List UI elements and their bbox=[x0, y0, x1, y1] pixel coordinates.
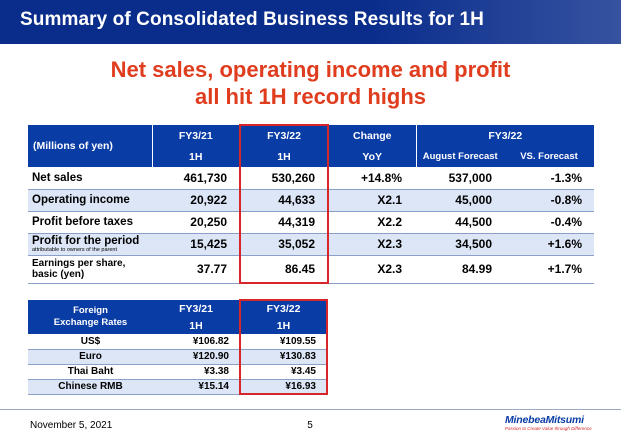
fx-rate-fy21: ¥15.14 bbox=[153, 379, 240, 395]
headline-line-2: all hit 1H record highs bbox=[194, 84, 427, 109]
table-row: Earnings per share, basic (yen) 37.77 86… bbox=[28, 255, 595, 284]
results-units-label: (Millions of yen) bbox=[28, 125, 152, 167]
cell-vs-forecast: -0.8% bbox=[504, 189, 595, 212]
results-sub-forecast: August Forecast bbox=[415, 146, 504, 167]
fx-rate-fy22: ¥109.55 bbox=[239, 334, 328, 350]
results-col-fy22: FY3/22 bbox=[239, 124, 329, 146]
cell-fy22: 44,633 bbox=[239, 189, 329, 212]
cell-change: X2.3 bbox=[328, 255, 416, 284]
row-label: Profit for the period attributable to ow… bbox=[28, 233, 152, 256]
cell-forecast: 537,000 bbox=[416, 167, 504, 190]
fx-currency: Thai Baht bbox=[28, 364, 153, 380]
row-label-sub: attributable to owners of the parent bbox=[32, 247, 117, 253]
footer-date: November 5, 2021 bbox=[30, 420, 113, 431]
row-label-sub: basic (yen) bbox=[32, 269, 85, 280]
footer-divider bbox=[0, 409, 621, 410]
headline-line-1: Net sales, operating income and profit bbox=[110, 57, 511, 82]
fx-sub-1h-fy21: 1H bbox=[153, 317, 240, 334]
row-label-main: Earnings per share, bbox=[32, 258, 126, 269]
table-row: US$ ¥106.82 ¥109.55 bbox=[28, 334, 328, 350]
cell-vs-forecast: +1.7% bbox=[504, 255, 595, 284]
fx-currency: US$ bbox=[28, 334, 153, 350]
cell-change: X2.3 bbox=[328, 233, 416, 256]
cell-fy21: 20,250 bbox=[152, 211, 240, 234]
row-label-main: Profit for the period bbox=[32, 235, 140, 247]
fx-rate-fy21: ¥120.90 bbox=[153, 349, 240, 365]
row-label: Operating income bbox=[28, 189, 152, 212]
cell-fy21: 37.77 bbox=[152, 255, 240, 284]
fx-rate-fy22: ¥130.83 bbox=[239, 349, 328, 365]
row-label: Net sales bbox=[28, 167, 152, 190]
cell-fy22: 35,052 bbox=[239, 233, 329, 256]
cell-forecast: 45,000 bbox=[416, 189, 504, 212]
cell-vs-forecast: +1.6% bbox=[504, 233, 595, 256]
fx-rate-fy22: ¥16.93 bbox=[239, 379, 328, 395]
table-row: Net sales 461,730 530,260 +14.8% 537,000… bbox=[28, 167, 595, 190]
fx-rates-table: Foreign Exchange Rates FY3/21 FY3/22 1H … bbox=[28, 299, 328, 395]
cell-forecast: 34,500 bbox=[416, 233, 504, 256]
table-row: Thai Baht ¥3.38 ¥3.45 bbox=[28, 364, 328, 380]
results-sub-vs-forecast: VS. Forecast bbox=[504, 146, 595, 167]
table-row: Euro ¥120.90 ¥130.83 bbox=[28, 349, 328, 365]
cell-fy22: 44,319 bbox=[239, 211, 329, 234]
cell-change: X2.1 bbox=[328, 189, 416, 212]
results-sub-1h-fy22: 1H bbox=[239, 146, 329, 167]
title-bar-gradient bbox=[371, 0, 621, 44]
row-label: Profit before taxes bbox=[28, 211, 152, 234]
fx-currency: Chinese RMB bbox=[28, 379, 153, 395]
headline: Net sales, operating income and profit a… bbox=[0, 56, 621, 110]
results-table: (Millions of yen) FY3/21 FY3/22 Change F… bbox=[28, 124, 595, 284]
cell-fy21: 461,730 bbox=[152, 167, 240, 190]
table-row: Operating income 20,922 44,633 X2.1 45,0… bbox=[28, 189, 595, 212]
cell-change: X2.2 bbox=[328, 211, 416, 234]
fx-label: Foreign Exchange Rates bbox=[28, 300, 153, 334]
results-col-fy22-forecast-group: FY3/22 bbox=[415, 125, 595, 146]
cell-fy22: 86.45 bbox=[239, 255, 329, 284]
table-row: Profit for the period attributable to ow… bbox=[28, 233, 595, 256]
results-col-change: Change bbox=[328, 125, 416, 146]
fx-rate-fy22: ¥3.45 bbox=[239, 364, 328, 380]
fx-label-line-1: Foreign bbox=[73, 305, 108, 316]
cell-fy22: 530,260 bbox=[239, 167, 329, 190]
results-sub-1h-fy21: 1H bbox=[151, 146, 240, 167]
logo-name: MinebeaMitsumi bbox=[505, 414, 584, 426]
cell-fy21: 15,425 bbox=[152, 233, 240, 256]
fx-rate-fy21: ¥106.82 bbox=[153, 334, 240, 350]
fx-sub-1h-fy22: 1H bbox=[239, 317, 328, 334]
fx-rate-fy21: ¥3.38 bbox=[153, 364, 240, 380]
cell-fy21: 20,922 bbox=[152, 189, 240, 212]
fx-label-line-2: Exchange Rates bbox=[53, 317, 128, 328]
fx-currency: Euro bbox=[28, 349, 153, 365]
cell-vs-forecast: -0.4% bbox=[504, 211, 595, 234]
cell-vs-forecast: -1.3% bbox=[504, 167, 595, 190]
results-sub-yoy: YoY bbox=[328, 146, 416, 167]
cell-forecast: 44,500 bbox=[416, 211, 504, 234]
page-number: 5 bbox=[307, 420, 313, 431]
title-bar: Summary of Consolidated Business Results… bbox=[0, 0, 621, 44]
results-col-fy21: FY3/21 bbox=[151, 125, 240, 146]
page-title: Summary of Consolidated Business Results… bbox=[20, 9, 484, 30]
logo-tagline: Passion to Create Value through Differen… bbox=[505, 426, 592, 431]
fx-col-fy22: FY3/22 bbox=[239, 299, 328, 317]
cell-change: +14.8% bbox=[328, 167, 416, 190]
row-label: Earnings per share, basic (yen) bbox=[28, 255, 152, 284]
company-logo: MinebeaMitsumi Passion to Create Value t… bbox=[505, 414, 605, 432]
cell-forecast: 84.99 bbox=[416, 255, 504, 284]
table-row: Chinese RMB ¥15.14 ¥16.93 bbox=[28, 379, 328, 395]
fx-col-fy21: FY3/21 bbox=[153, 300, 240, 317]
table-row: Profit before taxes 20,250 44,319 X2.2 4… bbox=[28, 211, 595, 234]
